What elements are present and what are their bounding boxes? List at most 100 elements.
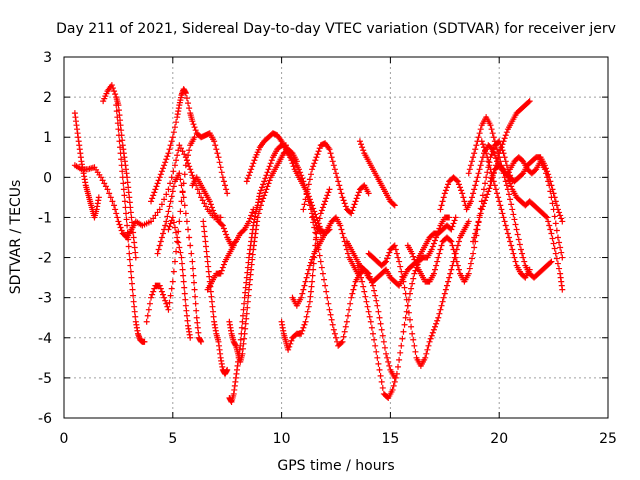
data-point [491, 152, 498, 159]
data-point [502, 222, 509, 229]
data-point [474, 222, 481, 229]
data-point [354, 262, 361, 269]
data-point [459, 190, 466, 197]
data-point [156, 282, 163, 289]
data-point [305, 181, 312, 188]
data-point [265, 166, 272, 173]
data-point [552, 198, 559, 205]
data-point [333, 334, 339, 341]
data-point [163, 191, 170, 198]
data-point [243, 315, 250, 322]
data-point [167, 198, 174, 205]
data-point [366, 313, 373, 320]
data-point [202, 203, 209, 210]
data-point [185, 100, 192, 107]
y-tick-label: 1 [43, 130, 52, 146]
data-point [109, 85, 116, 92]
data-point [454, 178, 461, 185]
series-track-5 [143, 134, 198, 325]
data-point [311, 160, 318, 167]
x-axis-label: GPS time / hours [277, 458, 394, 474]
data-point [173, 157, 180, 164]
data-point [267, 160, 274, 167]
data-point [511, 254, 518, 261]
data-point [182, 162, 189, 169]
data-point [509, 206, 516, 213]
data-point [162, 159, 169, 166]
data-point [449, 223, 456, 230]
data-point [486, 185, 493, 192]
data-point [502, 132, 509, 139]
data-point [474, 174, 481, 181]
data-point [207, 288, 214, 295]
series-track-10 [200, 218, 231, 377]
data-point [425, 342, 432, 349]
data-point [113, 108, 120, 115]
data-point [123, 216, 130, 223]
data-point [489, 130, 496, 137]
data-point [470, 238, 477, 245]
data-point [169, 188, 176, 195]
data-point [355, 266, 362, 273]
data-point [160, 230, 167, 237]
data-point [479, 192, 486, 199]
data-point [164, 153, 171, 160]
data-point [182, 296, 189, 303]
data-point [333, 170, 339, 177]
data-point [372, 342, 379, 349]
data-point [494, 146, 501, 153]
data-point [363, 298, 370, 305]
data-point [176, 218, 183, 225]
data-point [545, 218, 552, 225]
data-point [371, 336, 378, 343]
y-tick-label: -4 [38, 331, 52, 347]
data-point [339, 230, 346, 237]
data-point [344, 250, 351, 257]
data-point [151, 189, 158, 196]
data-point [426, 338, 433, 345]
data-point [130, 229, 137, 236]
data-point [171, 224, 178, 231]
data-point [179, 260, 186, 267]
data-point [251, 157, 258, 164]
data-point [342, 203, 349, 210]
data-point [553, 202, 560, 209]
data-point [471, 234, 478, 241]
data-point [547, 188, 554, 195]
data-point [249, 256, 256, 263]
data-point [315, 246, 322, 253]
data-point [412, 259, 419, 266]
data-point [360, 265, 367, 272]
data-point [455, 238, 462, 245]
y-tick-label: 0 [43, 170, 52, 186]
data-point [239, 312, 246, 319]
data-point [402, 314, 409, 321]
data-point [179, 148, 186, 155]
data-point [181, 290, 188, 297]
data-point [469, 194, 475, 201]
data-point [122, 204, 129, 211]
data-point [457, 184, 464, 191]
data-point [494, 190, 501, 197]
data-point [358, 274, 365, 281]
data-point [240, 340, 247, 347]
data-point [340, 197, 347, 204]
data-point [503, 129, 510, 136]
data-point [299, 290, 306, 297]
data-point [239, 345, 246, 352]
data-point [330, 326, 337, 333]
data-point [112, 91, 119, 98]
data-point [117, 150, 124, 157]
data-point [548, 194, 555, 201]
series-track-29 [507, 154, 566, 261]
data-point [379, 332, 386, 339]
data-point [262, 175, 269, 182]
data-point [181, 151, 188, 158]
data-point [546, 222, 553, 229]
data-point [325, 189, 332, 196]
data-point [111, 202, 118, 209]
data-point [163, 300, 170, 307]
data-point [126, 199, 133, 206]
data-point [158, 168, 165, 175]
data-point [492, 186, 499, 193]
